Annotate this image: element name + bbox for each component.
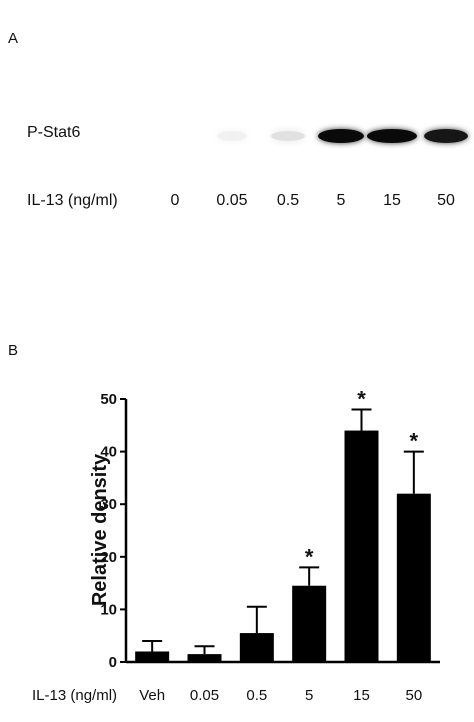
y-tick-label: 0 — [109, 654, 117, 671]
x-tick-label: Veh — [139, 687, 165, 704]
blot-band — [318, 129, 364, 143]
y-tick-label: 20 — [100, 549, 117, 566]
bar-chart: * * * 0 10 20 30 40 50 Veh 0.05 0.5 5 15 50 Relative … — [32, 387, 440, 704]
y-tick-label: 30 — [100, 496, 117, 513]
lane-label: 5 — [336, 192, 346, 209]
x-tick-label: 0.05 — [190, 687, 219, 704]
bar — [187, 654, 222, 662]
blot-band — [367, 129, 417, 143]
x-tick-label: 50 — [405, 687, 422, 704]
significance-mark: * — [410, 429, 419, 454]
lane-label: 15 — [383, 192, 401, 209]
western-blot-image — [200, 110, 474, 156]
lane-label: 0 — [170, 192, 180, 209]
lane-label: 0.5 — [276, 192, 300, 209]
blot-label: P-Stat6 — [27, 124, 81, 141]
y-tick-label: 10 — [100, 601, 117, 618]
bar — [135, 651, 170, 662]
blot-band — [217, 131, 247, 141]
blot-band — [160, 131, 190, 141]
x-tick-label: 5 — [305, 687, 313, 704]
blot-band — [424, 129, 468, 143]
y-tick-label: 40 — [100, 444, 117, 461]
bar — [239, 633, 274, 662]
x-axis-label: IL-13 (ng/ml) — [32, 687, 117, 704]
panel-a-letter: A — [8, 30, 19, 47]
bar — [396, 493, 431, 662]
y-axis-label: Relative density — [89, 453, 111, 606]
x-tick-label: 0.5 — [246, 687, 267, 704]
significance-mark: * — [357, 387, 366, 412]
significance-mark: * — [305, 544, 314, 569]
lane-label: 0.05 — [216, 192, 248, 209]
y-tick-label: 50 — [100, 391, 117, 408]
lane-row-label: IL-13 (ng/ml) — [27, 192, 118, 209]
x-tick-label: 15 — [353, 687, 370, 704]
bar — [292, 585, 327, 662]
blot-band — [271, 131, 305, 141]
panel-b-letter: B — [8, 342, 19, 359]
lane-label: 50 — [437, 192, 455, 209]
bar — [344, 430, 379, 662]
